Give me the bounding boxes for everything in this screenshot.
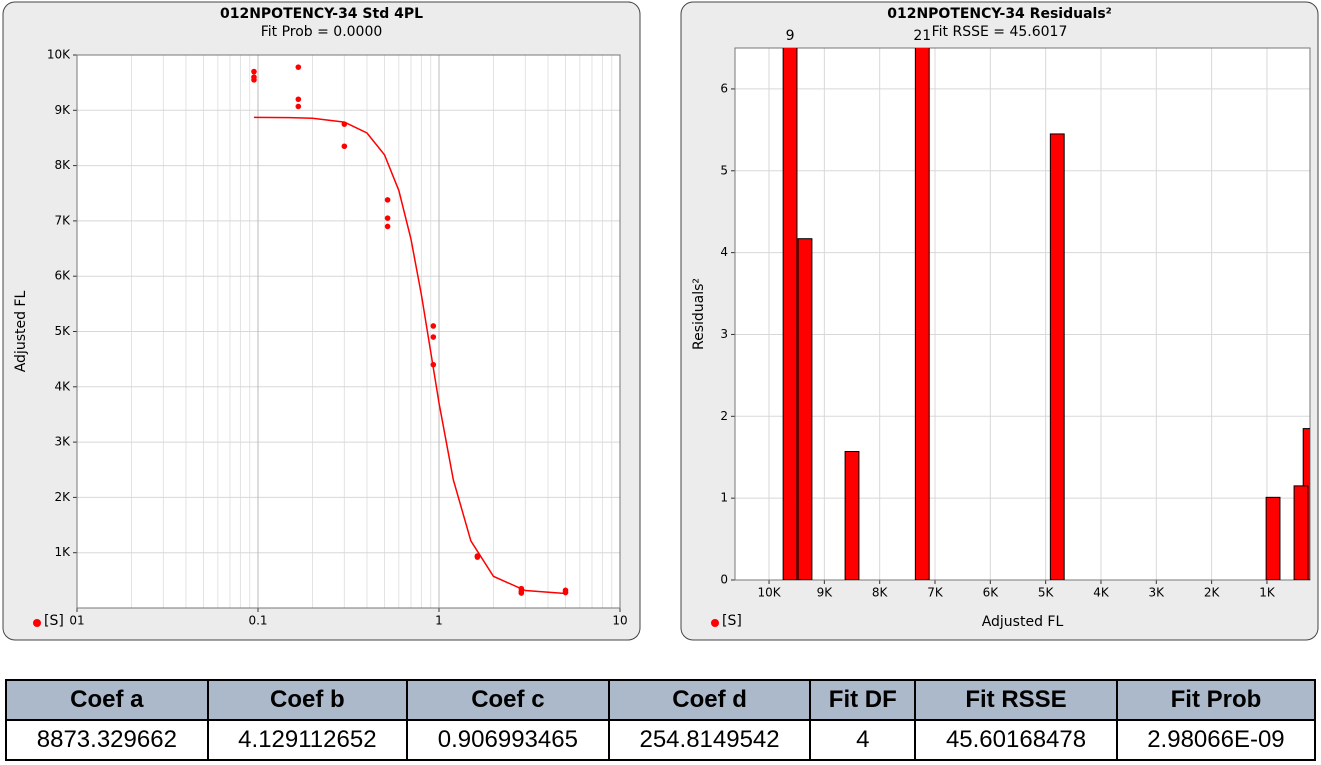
x-tick-label: 1K — [1259, 586, 1276, 600]
header-row: Coef a Coef b Coef c Coef d Fit DF Fit RSSE Fi… — [5, 679, 1317, 721]
data-point — [430, 361, 437, 368]
x-tick-label: 10K — [757, 586, 781, 600]
x-tick-label: 9K — [817, 586, 834, 600]
y-tick-label: 8K — [54, 158, 71, 172]
bar — [914, 48, 930, 580]
header-cell: Fit RSSE — [914, 679, 1118, 721]
x-tick-label: 10 — [612, 614, 627, 628]
y-tick-label: 3 — [720, 327, 728, 341]
data-point — [295, 64, 302, 70]
legend-marker — [711, 619, 719, 627]
data-point — [341, 143, 348, 150]
header-cell: Coef a — [5, 679, 209, 721]
value-label: 21 — [913, 28, 931, 44]
y-axis-label: Adjusted FL — [13, 291, 29, 373]
plot-area — [734, 47, 1311, 581]
header-cell: Coef d — [607, 679, 812, 721]
y-tick-label: 4K — [54, 379, 71, 393]
x-tick-label: 3K — [1149, 586, 1166, 600]
x-tick-label: 1 — [435, 614, 443, 628]
table-cell: 254.8149542 — [607, 719, 812, 761]
coef-table: Coef a Coef b Coef c Coef d Fit DF Fit RSSE Fi… — [5, 679, 1317, 761]
chart-title: 012NPOTENCY-34 Std 4PL — [220, 6, 423, 22]
bar — [844, 451, 860, 580]
y-tick-label: 2 — [720, 409, 728, 423]
y-tick-label: 9K — [54, 103, 71, 117]
bar — [782, 48, 798, 580]
data-point — [295, 96, 302, 103]
table-cell: 4.129112652 — [206, 719, 409, 761]
plot-frame — [734, 47, 1311, 581]
y-tick-label: 1K — [54, 545, 71, 559]
header-cell: Coef c — [406, 679, 610, 721]
data-point — [251, 77, 257, 83]
x-axis-label: Adjusted FL — [982, 614, 1064, 630]
legend-label: [S] — [722, 613, 742, 629]
y-tick-label: 4 — [720, 245, 728, 259]
x-tick-label: 01 — [69, 614, 84, 628]
bar — [1293, 485, 1309, 580]
marks — [782, 48, 1310, 580]
header-cell: Fit DF — [809, 679, 917, 721]
table-cell: 2.98066E-09 — [1115, 719, 1317, 761]
data-point — [562, 589, 569, 596]
bar — [1049, 133, 1065, 580]
y-tick-label: 6 — [720, 81, 728, 95]
y-tick-label: 7K — [54, 213, 71, 227]
table-cell: 4 — [809, 719, 917, 761]
chart-subtitle: Fit Prob = 0.0000 — [261, 24, 383, 40]
marks — [251, 64, 569, 596]
bar — [797, 238, 813, 580]
y-tick-label: 2K — [54, 490, 71, 504]
y-axis-label: Residuals² — [691, 278, 707, 350]
x-tick-label: 8K — [872, 586, 889, 600]
charts: 012NPOTENCY-34 Std 4PL Fit Prob = 0.0000 A… — [2, 1, 1319, 641]
table-cell: 8873.329662 — [5, 719, 209, 761]
table-row: 8873.329662 4.129112652 0.906993465 254.814… — [5, 719, 1317, 761]
x-tick-label: 0.1 — [248, 614, 267, 628]
header-cell: Coef b — [206, 679, 409, 721]
table-cell: 45.60168478 — [914, 719, 1118, 761]
data-point — [384, 197, 391, 203]
data-point — [251, 68, 257, 75]
chart-subtitle: Fit RSSE = 45.6017 — [932, 24, 1068, 40]
value-label: 9 — [786, 28, 795, 44]
x-tick-label: 7K — [927, 586, 944, 600]
x-tick-label: 2K — [1204, 586, 1221, 600]
plot-frame — [76, 54, 621, 609]
y-tick-label: 0 — [720, 573, 728, 587]
x-tick-label: 5K — [1038, 586, 1055, 600]
x-tick-label: 6K — [983, 586, 1000, 600]
data-point — [384, 215, 391, 221]
data-point — [518, 590, 525, 596]
y-tick-label: 1 — [720, 491, 728, 505]
y-tick-label: 6K — [54, 269, 71, 283]
y-tick-label: 5K — [54, 324, 71, 338]
header-cell: Fit Prob — [1115, 679, 1317, 721]
legend-label: [S] — [44, 613, 64, 629]
bar — [1265, 496, 1281, 580]
data-point — [384, 223, 391, 230]
y-tick-label: 5 — [720, 163, 728, 177]
data-point — [474, 553, 481, 559]
y-tick-label: 3K — [54, 435, 71, 449]
data-point — [341, 121, 348, 127]
table-cell: 0.906993465 — [406, 719, 610, 761]
legend-marker — [33, 619, 41, 627]
y-tick-label: 10K — [47, 48, 71, 62]
data-point — [430, 334, 437, 340]
table-body: 8873.329662 4.129112652 0.906993465 254.814… — [5, 719, 1317, 761]
x-tick-label: 4K — [1093, 586, 1110, 600]
data-point — [430, 323, 437, 329]
chart-title: 012NPOTENCY-34 Residuals² — [887, 6, 1112, 22]
fit-curve — [253, 116, 566, 595]
data-point — [295, 103, 302, 110]
